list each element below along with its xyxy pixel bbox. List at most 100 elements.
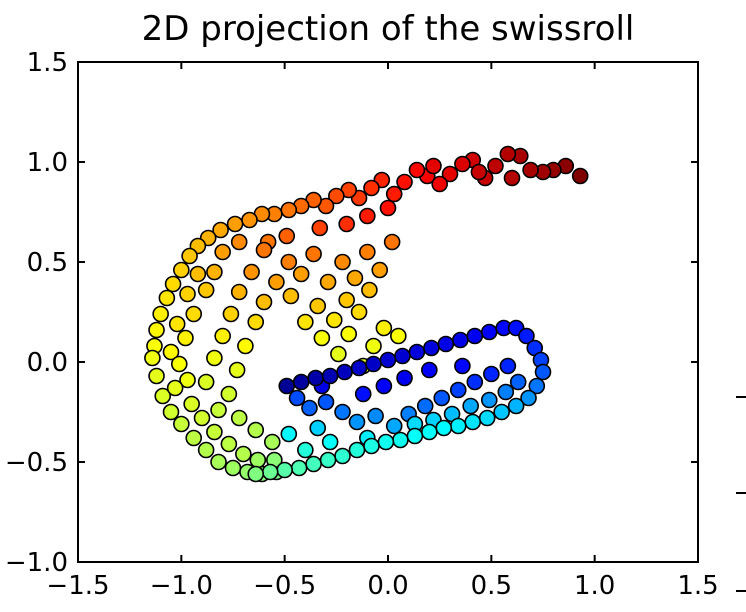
scatter-point: [230, 233, 248, 251]
scatter-point: [338, 215, 355, 233]
x-tick-label: 0.0: [367, 571, 408, 601]
scatter-point: [334, 403, 351, 421]
scatter-point: [154, 387, 172, 405]
scatter-point: [288, 389, 306, 407]
scatter-point: [462, 397, 479, 415]
y-axis: −1.0 −0.5 0.0 0.5 1.0 1.5: [5, 48, 698, 578]
scatter-point: [282, 287, 300, 305]
scatter-point: [255, 293, 273, 311]
scatter-point: [214, 327, 231, 345]
scatter-point: [206, 349, 223, 367]
scatter-point: [162, 403, 180, 421]
scatter-point: [528, 377, 546, 395]
scatter-point: [290, 459, 308, 477]
scatter-point: [363, 437, 380, 455]
scatter-point: [144, 349, 161, 367]
x-tick-label: −1.5: [46, 571, 109, 601]
scatter-point: [383, 233, 401, 251]
scatter-point: [305, 455, 322, 473]
scatter-point: [394, 347, 411, 365]
scatter-point: [330, 345, 347, 363]
scatter-point: [454, 357, 471, 375]
adjacent-panel-tick: [736, 396, 746, 398]
scatter-point: [375, 377, 393, 395]
scatter-point: [224, 459, 242, 477]
scatter-point: [361, 281, 378, 299]
scatter-point: [168, 315, 186, 333]
scatter-point: [226, 215, 244, 233]
scatter-point: [317, 393, 335, 411]
scatter-point: [263, 433, 281, 451]
scatter-point: [423, 339, 440, 357]
scatter-point: [278, 227, 296, 245]
axes-frame: [77, 61, 699, 563]
scatter-point: [571, 167, 589, 185]
scatter-point: [280, 425, 298, 443]
scatter-point: [241, 211, 258, 229]
scatter-point: [483, 365, 500, 383]
scatter-point: [365, 337, 382, 355]
scatter-point: [421, 361, 438, 379]
x-tick-label: −0.5: [253, 571, 316, 601]
scatter-point: [189, 265, 207, 283]
scatter-point: [319, 451, 337, 469]
x-axis: −1.5 −1.0 −0.5 0.0 0.5 1.0 1.5: [46, 62, 719, 601]
scatter-point: [375, 319, 393, 337]
scatter-point: [487, 157, 504, 175]
scatter-point: [338, 291, 355, 309]
scatter-point: [319, 273, 337, 291]
scatter-point: [367, 407, 384, 425]
scatter-point: [334, 447, 351, 465]
scatter-point: [181, 247, 198, 265]
scatter-point: [350, 359, 368, 377]
scatter-point: [346, 269, 364, 287]
scatter-point: [197, 281, 215, 299]
scatter-point: [470, 163, 488, 181]
x-tick-label: −1.0: [150, 571, 213, 601]
scatter-point: [421, 423, 438, 441]
y-tick-label: −1.0: [5, 548, 68, 578]
scatter-point: [509, 373, 527, 391]
scatter-point: [292, 373, 310, 391]
scatter-point: [148, 367, 165, 385]
scatter-point: [158, 289, 176, 307]
scatter-point: [359, 243, 376, 261]
scatter-point: [392, 431, 409, 449]
scatter-point: [249, 451, 267, 469]
x-tick-label: 0.5: [471, 571, 512, 601]
scatter-point: [478, 409, 496, 427]
scatter-point: [379, 351, 397, 369]
scatter-point: [297, 441, 314, 459]
scatter-point: [179, 371, 196, 389]
scatter-point: [220, 435, 238, 453]
scatter-point: [268, 273, 285, 291]
scatter-point: [197, 373, 215, 391]
scatter-point: [466, 327, 484, 345]
scatter-point: [297, 313, 314, 331]
scatter-point: [210, 453, 227, 471]
scatter-point: [185, 429, 203, 447]
scatter-point: [237, 337, 254, 355]
scatter-point: [261, 463, 279, 481]
scatter-point: [390, 327, 407, 345]
scatter-point: [503, 169, 521, 187]
points-layer: [144, 145, 589, 483]
scatter-point: [396, 173, 413, 191]
scatter-point: [385, 417, 403, 435]
adjacent-panel-tick: [736, 590, 746, 592]
scatter-point: [305, 245, 322, 263]
scatter-point: [255, 241, 273, 259]
scatter-point: [230, 409, 248, 427]
scatter-point: [365, 355, 382, 373]
scatter-point: [354, 385, 372, 403]
scatter-point: [452, 331, 469, 349]
scatter-point: [416, 397, 434, 415]
scatter-point: [371, 261, 389, 279]
y-tick-label: −0.5: [5, 448, 68, 478]
scatter-point: [385, 185, 403, 203]
scatter-point: [185, 305, 203, 323]
scatter-point: [534, 363, 552, 381]
scatter-point: [325, 311, 343, 329]
